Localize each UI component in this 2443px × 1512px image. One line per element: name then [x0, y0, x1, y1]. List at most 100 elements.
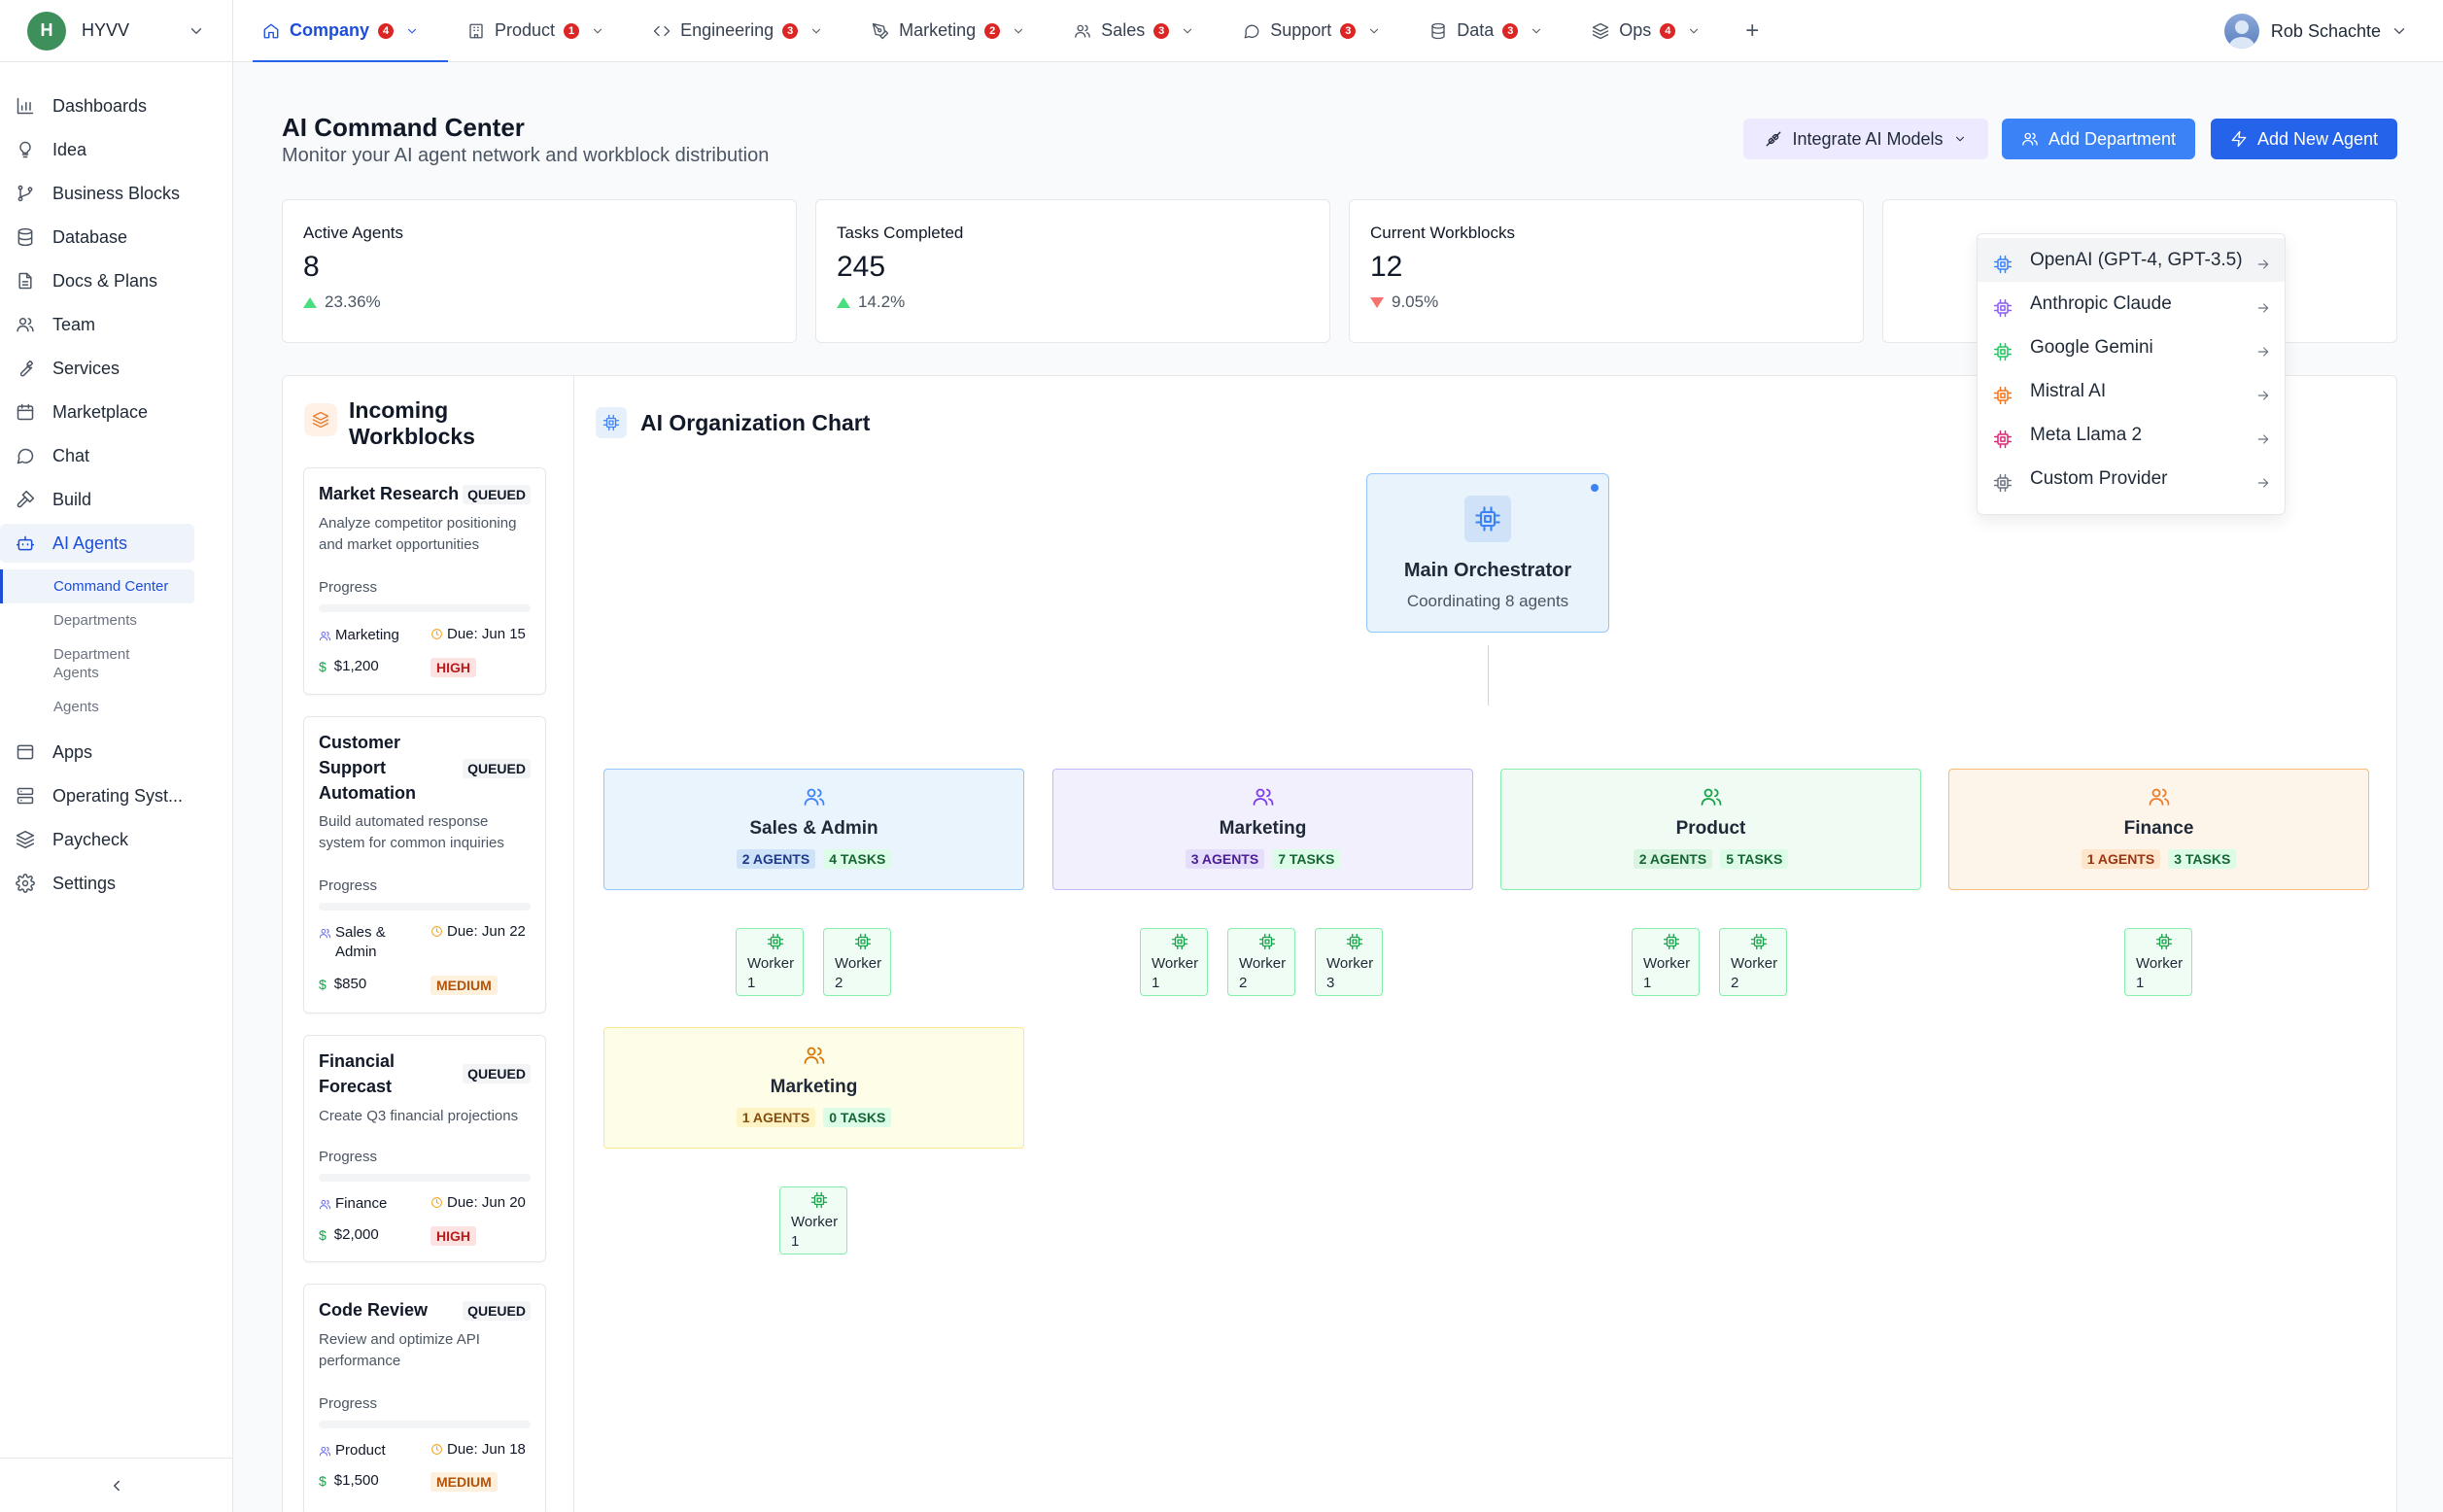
department-node[interactable]: Marketing 3 AGENTS 7 TASKS [1052, 769, 1473, 890]
chevron-down-icon[interactable] [1181, 24, 1194, 38]
department-node[interactable]: Product 2 AGENTS 5 TASKS [1500, 769, 1921, 890]
stat-card-tasks-completed: Tasks Completed 245 14.2% [815, 199, 1330, 343]
tab-badge: 2 [984, 22, 1001, 39]
tab-product[interactable]: Product 1 [448, 0, 634, 62]
sidebar-item-idea[interactable]: Idea [0, 130, 194, 169]
tab-marketing[interactable]: Marketing 2 [852, 0, 1054, 62]
workblock-card[interactable]: Code Review QUEUED Review and optimize A… [303, 1284, 546, 1512]
sidebar-item-team[interactable]: Team [0, 305, 194, 344]
workblock-budget: $ $2,000 [319, 1226, 379, 1243]
chevron-down-icon[interactable] [1012, 24, 1025, 38]
sidebar-item-build[interactable]: Build [0, 480, 194, 519]
integrate-ai-models-button[interactable]: Integrate AI Models [1743, 119, 1988, 159]
workblock-due: Due: Jun 22 [430, 923, 526, 940]
department-node[interactable]: Sales & Admin 2 AGENTS 4 TASKS [603, 769, 1024, 890]
status-badge: QUEUED [463, 485, 531, 504]
workblock-due: Due: Jun 20 [430, 1194, 526, 1211]
stat-change-value: 23.36% [325, 292, 381, 311]
users-icon [319, 630, 331, 642]
chevron-down-icon[interactable] [405, 24, 419, 38]
sidebar-item-label: Database [52, 226, 128, 247]
add-department-button[interactable]: Add Department [2002, 119, 2195, 159]
department-node[interactable]: Finance 1 AGENTS 3 TASKS [1948, 769, 2369, 890]
tab-ops[interactable]: Ops 4 [1572, 0, 1730, 62]
workspace-switcher[interactable]: H HYVV [0, 0, 232, 62]
sidebar-item-marketplace[interactable]: Marketplace [0, 393, 194, 431]
sidebar-item-apps[interactable]: Apps [0, 733, 194, 772]
add-new-agent-button[interactable]: Add New Agent [2211, 119, 2397, 159]
model-option-anthropic[interactable]: Anthropic Claude [1978, 282, 2285, 326]
sidebar-item-ai-agents[interactable]: AI Agents [0, 524, 194, 563]
orchestrator-node[interactable]: Main Orchestrator Coordinating 8 agents [1366, 473, 1609, 633]
sidebar-item-chat[interactable]: Chat [0, 436, 194, 475]
orchestrator-description: Coordinating 8 agents [1406, 592, 1569, 610]
department-node[interactable]: Marketing 1 AGENTS 0 TASKS [603, 1027, 1024, 1149]
collapse-sidebar-button[interactable] [0, 1458, 233, 1512]
users-icon [1252, 785, 1275, 808]
worker-node[interactable]: Worker 1 [2124, 928, 2192, 996]
sidebar-item-settings[interactable]: Settings [0, 864, 194, 903]
worker-node[interactable]: Worker 2 [823, 928, 891, 996]
worker-node[interactable]: Worker 1 [1632, 928, 1700, 996]
chat-icon [1243, 22, 1260, 40]
users-icon [2148, 785, 2171, 808]
worker-node[interactable]: Worker 1 [736, 928, 804, 996]
wrench-icon [16, 359, 35, 378]
workblock-card[interactable]: Customer Support Automation QUEUED Build… [303, 716, 546, 1014]
chevron-down-icon[interactable] [1530, 24, 1543, 38]
worker-label: Worker 1 [1643, 955, 1691, 991]
add-tab-button[interactable]: + [1745, 17, 1760, 44]
tab-label: Support [1270, 20, 1332, 40]
subitem-department-agents[interactable]: Department Agents [53, 646, 130, 681]
sidebar-item-paycheck[interactable]: Paycheck [0, 820, 194, 859]
tab-support[interactable]: Support 3 [1223, 0, 1410, 62]
workblock-card[interactable]: Financial Forecast QUEUED Create Q3 fina… [303, 1035, 546, 1262]
button-label: Add Department [2047, 128, 2177, 149]
server-icon [16, 786, 35, 806]
subitem-departments[interactable]: Departments [53, 612, 137, 629]
sidebar-item-dashboards[interactable]: Dashboards [0, 86, 194, 125]
stat-change-value: 14.2% [858, 292, 906, 311]
status-badge: QUEUED [463, 1064, 531, 1083]
worker-node[interactable]: Worker 3 [1315, 928, 1383, 996]
subitem-agents[interactable]: Agents [53, 699, 99, 715]
tab-data[interactable]: Data 3 [1410, 0, 1572, 62]
chip-icon [1464, 496, 1511, 542]
chevron-down-icon[interactable] [1687, 24, 1701, 38]
agents-count-badge: 2 AGENTS [736, 849, 816, 869]
dollar-icon: $ [319, 976, 327, 992]
sidebar-item-database[interactable]: Database [0, 218, 194, 257]
model-option-gemini[interactable]: Google Gemini [1978, 326, 2285, 369]
sidebar-item-services[interactable]: Services [0, 349, 194, 388]
model-option-custom[interactable]: Custom Provider [1978, 457, 2285, 500]
tab-badge: 3 [1340, 22, 1357, 39]
tab-label: Company [290, 20, 370, 40]
tab-engineering[interactable]: Engineering 3 [634, 0, 852, 62]
chevron-down-icon[interactable] [809, 24, 823, 38]
tab-company[interactable]: Company 4 [243, 0, 449, 63]
chevron-down-icon[interactable] [591, 24, 604, 38]
model-option-openai[interactable]: OpenAI (GPT-4, GPT-3.5) [1978, 238, 2285, 282]
agents-count-badge: 3 AGENTS [1185, 849, 1265, 869]
subitem-command-center[interactable]: Command Center [0, 569, 194, 603]
chevron-down-icon[interactable] [1367, 24, 1381, 38]
worker-node[interactable]: Worker 1 [779, 1186, 847, 1254]
sidebar-item-docs-plans[interactable]: Docs & Plans [0, 261, 194, 300]
workblock-card[interactable]: Market Research QUEUED Analyze competito… [303, 467, 546, 695]
worker-node[interactable]: Worker 2 [1227, 928, 1295, 996]
model-option-llama[interactable]: Meta Llama 2 [1978, 413, 2285, 457]
user-menu[interactable]: Rob Schachte [2223, 0, 2408, 62]
budget-value: $1,500 [333, 1472, 379, 1489]
sidebar-item-business-blocks[interactable]: Business Blocks [0, 174, 194, 213]
model-option-mistral[interactable]: Mistral AI [1978, 369, 2285, 413]
tab-sales[interactable]: Sales 3 [1054, 0, 1223, 62]
worker-node[interactable]: Worker 1 [1140, 928, 1208, 996]
tab-badge: 4 [1660, 22, 1676, 39]
tab-badge: 3 [1502, 22, 1519, 39]
trend-up-icon [837, 296, 850, 308]
chip-icon [1993, 430, 2013, 449]
users-icon [16, 315, 35, 334]
sidebar-item-operating-system[interactable]: Operating Syst... [0, 776, 194, 815]
worker-node[interactable]: Worker 2 [1719, 928, 1787, 996]
arrow-right-icon [2255, 431, 2271, 447]
